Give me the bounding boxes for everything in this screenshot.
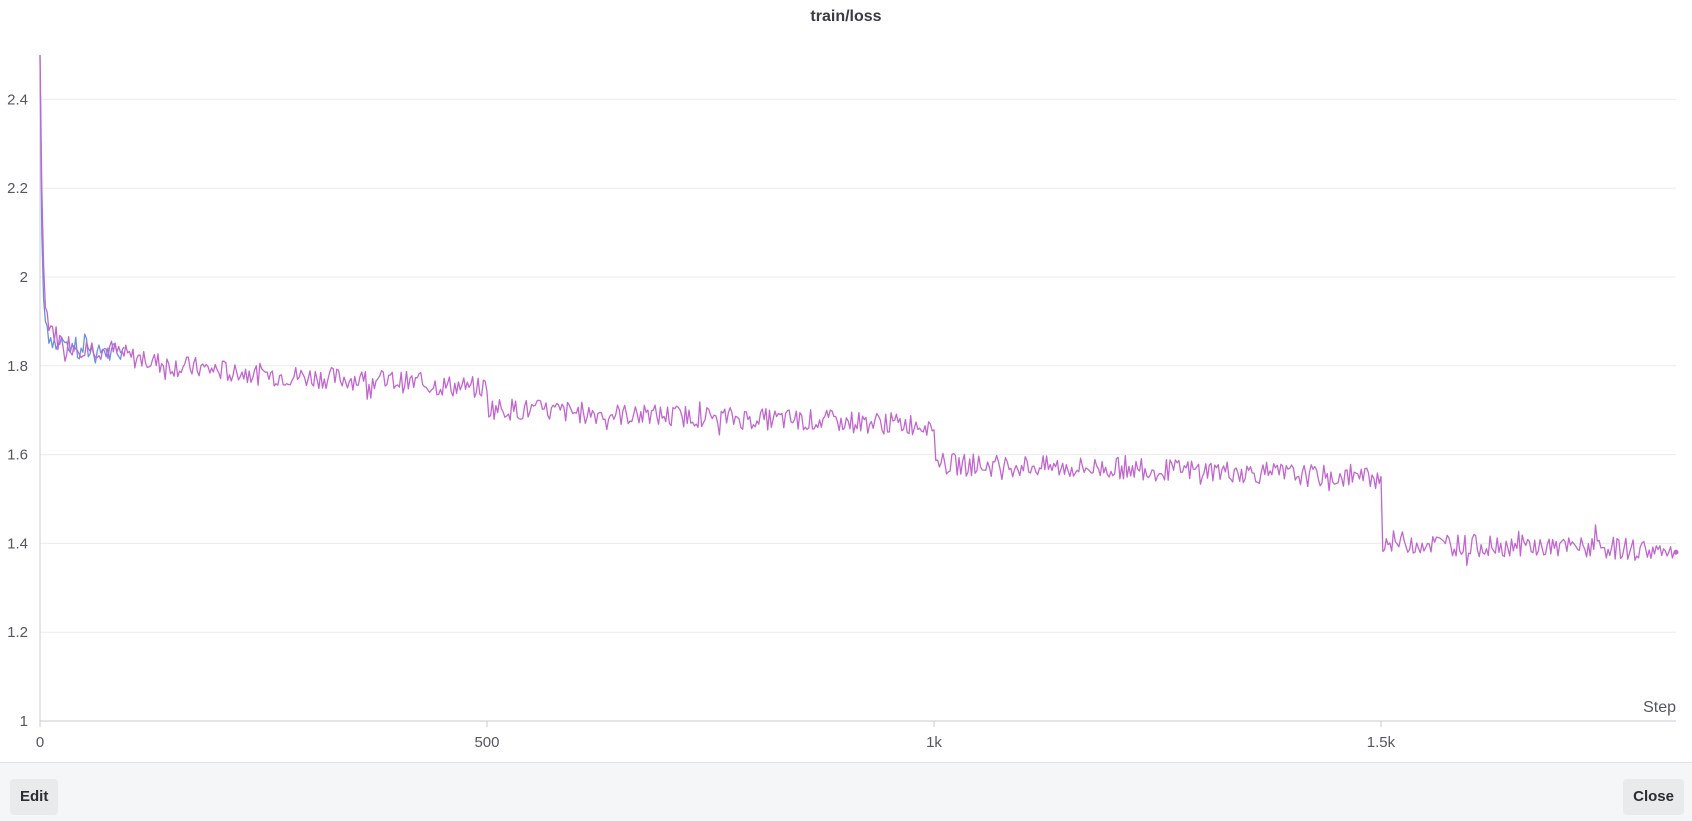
y-tick-label: 2.4 (7, 91, 28, 108)
x-tick-label: 1.5k (1367, 734, 1396, 751)
y-tick-label: 1.4 (7, 535, 28, 552)
y-tick-label: 1.8 (7, 358, 28, 375)
x-tick-label: 500 (474, 734, 499, 751)
y-tick-label: 2.2 (7, 180, 28, 197)
chart-panel: train/loss 1 1.2 1.4 1.6 1.8 2 2.2 2.4 0 500 1k 1.5… (0, 0, 1692, 762)
y-tick-label: 1 (20, 713, 28, 730)
y-tick-label: 1.6 (7, 447, 28, 464)
series-line-0 (39, 54, 125, 364)
series-line-1 (39, 54, 1677, 566)
chart-title: train/loss (810, 8, 882, 25)
x-axis-label: Step (1643, 699, 1676, 716)
loss-chart[interactable]: 1 1.2 1.4 1.6 1.8 2 2.2 2.4 0 500 1k 1.5k Step (0, 0, 1692, 762)
series-end-point (1673, 549, 1679, 555)
x-tick-label: 0 (36, 734, 44, 751)
x-tick-label: 1k (926, 734, 942, 751)
footer-bar: Edit Close (0, 762, 1692, 821)
edit-button[interactable]: Edit (10, 779, 59, 815)
y-tick-label: 1.2 (7, 624, 28, 641)
close-button[interactable]: Close (1623, 779, 1684, 815)
y-tick-label: 2 (20, 269, 28, 286)
